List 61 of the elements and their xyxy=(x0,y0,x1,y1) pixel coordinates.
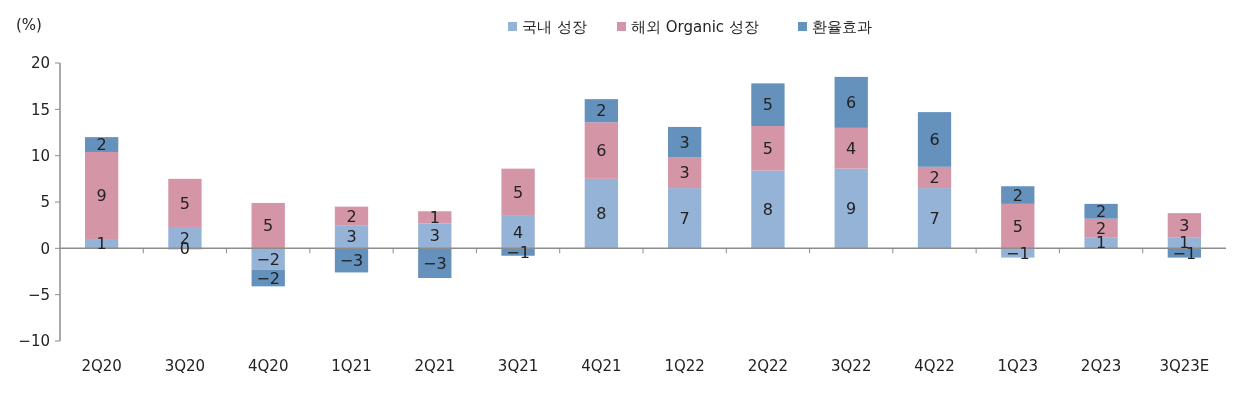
legend-label: 국내 성장 xyxy=(522,18,587,37)
data-label: 5 xyxy=(263,216,274,236)
x-tick-label: 3Q20 xyxy=(164,357,206,375)
data-label: 5 xyxy=(762,138,774,158)
legend-label: 해외 Organic 성장 xyxy=(631,18,759,37)
data-label: 7 xyxy=(929,208,940,228)
x-tick-label: 3Q21 xyxy=(497,357,539,375)
data-label: 8 xyxy=(762,200,774,220)
y-tick-label: −5 xyxy=(27,285,50,304)
data-label: 1 xyxy=(1095,233,1107,253)
data-label: 9 xyxy=(846,199,857,219)
x-tick-label: 2Q20 xyxy=(81,357,122,375)
data-label: 3 xyxy=(346,227,357,247)
y-tick-label: 10 xyxy=(30,146,50,165)
data-label: 9 xyxy=(96,186,107,206)
data-label: 2 xyxy=(96,135,107,155)
x-tick-label: 4Q22 xyxy=(914,357,955,375)
x-tick-label: 1Q21 xyxy=(331,357,372,375)
data-label: 6 xyxy=(596,141,607,161)
x-tick-label: 1Q23 xyxy=(997,357,1038,375)
data-label: 2 xyxy=(596,101,607,121)
y-tick-label: 0 xyxy=(40,239,50,258)
data-label: −3 xyxy=(422,253,447,273)
y-tick-label: 5 xyxy=(40,193,50,212)
data-label: 2 xyxy=(346,206,357,226)
data-label: 6 xyxy=(846,92,857,112)
data-label: 8 xyxy=(596,204,607,224)
data-label: 6 xyxy=(929,130,940,150)
data-label: 3 xyxy=(679,132,690,152)
data-label: −1 xyxy=(1005,243,1030,263)
x-tick-label: 4Q21 xyxy=(581,357,622,375)
data-label: 2 xyxy=(1012,185,1023,205)
data-label: 2 xyxy=(1095,201,1107,221)
x-tick-label: 2Q22 xyxy=(747,357,789,375)
x-tick-label: 3Q22 xyxy=(831,357,872,375)
data-label: −3 xyxy=(339,250,364,270)
x-tick-label: 1Q22 xyxy=(664,357,705,375)
data-label: 5 xyxy=(762,95,774,115)
y-tick-label: 15 xyxy=(30,100,50,119)
x-tick-label: 2Q23 xyxy=(1080,357,1122,375)
data-label: 5 xyxy=(179,193,191,213)
data-label: 5 xyxy=(512,182,524,202)
data-label: 2 xyxy=(929,168,940,188)
x-tick-label: 3Q23E xyxy=(1159,357,1210,375)
data-label: 1 xyxy=(429,207,440,227)
data-label: 5 xyxy=(1012,216,1023,236)
data-label: 3 xyxy=(679,163,690,183)
data-label: −2 xyxy=(256,268,281,288)
data-label: 4 xyxy=(846,138,857,158)
data-label: 3 xyxy=(1179,215,1190,235)
x-tick-label: 2Q21 xyxy=(414,357,455,375)
data-label: −2 xyxy=(256,249,281,269)
legend-label: 환율효과 xyxy=(812,18,872,37)
data-label: 4 xyxy=(512,222,524,242)
data-label: 1 xyxy=(96,234,107,254)
y-tick-label: 20 xyxy=(30,54,50,73)
y-tick-label: −10 xyxy=(18,332,50,351)
x-tick-label: 4Q20 xyxy=(248,357,289,375)
y-axis-title: (%) xyxy=(16,16,42,34)
data-label: 7 xyxy=(679,208,690,228)
data-label: 3 xyxy=(429,226,440,246)
